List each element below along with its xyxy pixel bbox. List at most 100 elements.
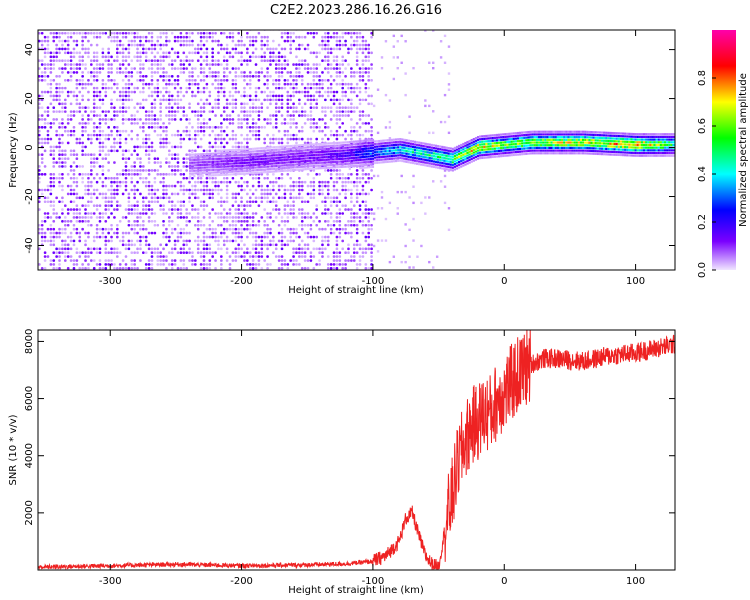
heat-cell [364,216,368,219]
heat-cell [237,255,240,258]
heat-cell [130,43,134,47]
heat-cell [153,59,157,62]
heat-cell [331,166,335,169]
heat-cell [289,31,292,35]
heat-cell [312,82,316,86]
heat-cell [101,110,105,113]
heat-cell [55,255,58,258]
heat-cell [133,169,136,172]
heat-cell [245,172,248,175]
heat-cell [72,169,76,172]
heat-cell [326,55,330,59]
heat-cell [95,86,99,90]
heat-cell [289,39,292,43]
heat-cell [191,67,194,70]
heat-cell [150,169,154,172]
heat-cell [317,161,320,165]
heat-cell [153,231,157,235]
heat-cell [211,126,214,129]
heat-cell [269,59,272,62]
heat-cell [443,201,447,205]
heat-cell [240,184,243,188]
heat-cell [188,251,191,254]
heat-cell [165,235,168,239]
heat-cell [318,82,321,86]
heat-cell [217,71,220,74]
heat-cell [335,133,339,137]
heat-cell [239,162,242,165]
heat-cell [277,159,280,162]
heat-cell [358,137,362,141]
heat-cell [277,141,281,145]
heat-cell [225,141,229,145]
heat-cell [344,251,347,254]
heat-cell [139,106,142,110]
heat-cell [334,166,337,169]
heat-cell [188,137,191,141]
heat-cell [274,200,278,204]
heat-cell [323,158,326,161]
heat-cell [66,43,70,47]
heat-cell [133,39,136,43]
heat-cell [237,167,240,170]
heat-cell [159,118,162,121]
heat-cell [231,39,235,43]
heat-cell [361,67,365,70]
heat-cell [257,114,261,117]
heat-cell [298,59,301,62]
heat-cell [176,133,180,137]
heat-cell [361,188,365,192]
heat-cell [220,196,223,200]
heat-cell [182,184,186,188]
heat-cell [210,171,213,174]
heat-cell [113,110,116,113]
heat-cell [121,267,125,270]
heat-cell [283,243,287,247]
heat-cell [43,220,47,223]
heat-cell [289,259,292,262]
heat-cell [347,176,350,180]
heat-cell [61,173,64,176]
heat-cell [237,204,240,207]
heat-cell [447,45,451,48]
heat-cell [248,35,252,39]
heat-cell [66,31,70,35]
heat-cell [432,66,435,70]
heat-cell [318,173,321,176]
heat-cell [214,160,217,163]
heat-cell [139,247,142,251]
heat-cell [55,51,58,55]
heat-cell [335,173,339,176]
heat-cell [127,63,131,66]
heat-cell [251,231,255,235]
heat-cell [312,118,316,121]
heat-cell [43,165,47,168]
heat-cell [81,98,84,102]
heat-cell [324,247,327,251]
heat-cell [355,129,359,133]
heat-cell [104,208,108,211]
heat-cell [358,192,362,196]
heat-cell [199,137,203,141]
heat-cell [355,59,359,62]
heat-cell [153,220,157,223]
heat-cell [220,141,223,145]
heat-cell [228,31,232,35]
heat-cell [306,141,310,145]
heat-cell [371,160,375,163]
heat-cell [214,235,217,239]
heat-cell [208,75,212,78]
heat-cell [361,110,365,113]
heat-cell [38,263,41,266]
heat-cell [144,149,148,153]
heat-cell [324,55,327,59]
heat-cell [287,161,291,164]
heat-cell [372,217,376,221]
heat-cell [218,173,221,177]
heat-cell [144,98,148,102]
heat-cell [363,142,366,145]
heat-cell [92,35,96,39]
heat-cell [78,165,82,168]
heat-cell [257,184,261,188]
heat-cell [168,106,171,110]
